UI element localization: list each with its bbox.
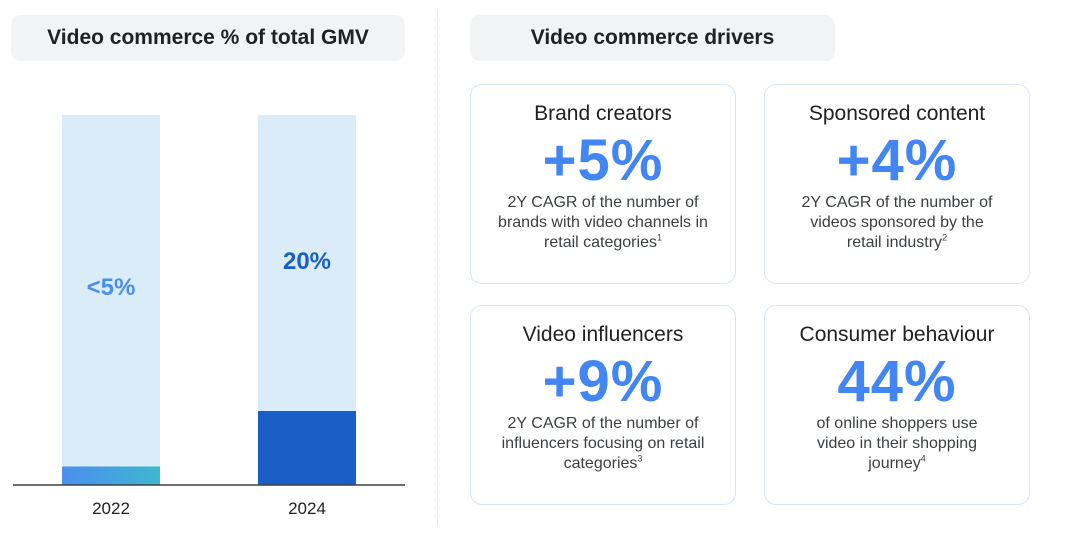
card-value: +5%: [542, 128, 664, 193]
driver-card-consumer-behaviour: Consumer behaviour 44% of online shopper…: [764, 305, 1030, 505]
x-tick-label-2022: 2022: [92, 499, 130, 518]
chart-title: Video commerce % of total GMV: [11, 15, 405, 61]
driver-card-brand-creators: Brand creators +5% 2Y CAGR of the number…: [470, 84, 736, 284]
card-value: +9%: [542, 349, 664, 414]
section-divider: [437, 10, 438, 525]
drivers-title: Video commerce drivers: [470, 15, 835, 61]
card-description: of online shoppers use video in their sh…: [816, 415, 978, 472]
card-title: Consumer behaviour: [799, 323, 995, 346]
footnote-marker: 1: [656, 232, 662, 243]
data-label-2022: <5%: [87, 274, 136, 301]
bar-2024: [258, 411, 356, 485]
card-title: Brand creators: [534, 102, 672, 125]
bar-chart: <5% 20% 2022 2024: [13, 115, 405, 518]
bar-2022: [62, 466, 160, 485]
card-title: Sponsored content: [808, 102, 986, 125]
card-value: 44%: [837, 349, 957, 414]
footnote-marker: 4: [920, 453, 926, 464]
footnote-marker: 3: [637, 453, 643, 464]
x-tick-label-2024: 2024: [288, 499, 326, 518]
card-value: +4%: [836, 128, 958, 193]
driver-card-sponsored-content: Sponsored content +4% 2Y CAGR of the num…: [764, 84, 1030, 284]
card-description: 2Y CAGR of the number of influencers foc…: [501, 415, 705, 472]
driver-card-video-influencers: Video influencers +9% 2Y CAGR of the num…: [470, 305, 736, 505]
footnote-marker: 2: [942, 232, 948, 243]
bar-background-2022: [62, 115, 160, 485]
data-label-2024: 20%: [283, 248, 331, 275]
card-description: 2Y CAGR of the number of brands with vid…: [498, 194, 708, 251]
card-description: 2Y CAGR of the number of videos sponsore…: [801, 194, 993, 251]
card-title: Video influencers: [522, 323, 684, 346]
